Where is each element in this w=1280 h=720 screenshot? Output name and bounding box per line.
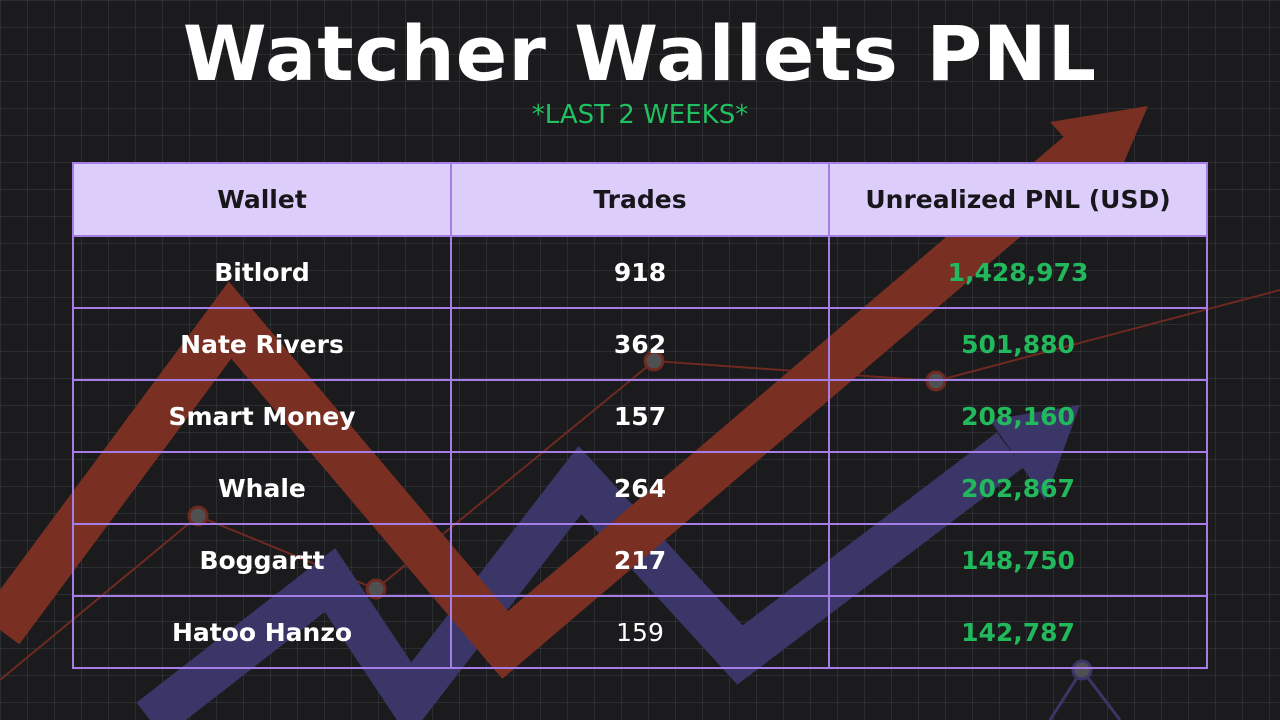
pnl-cell: 208,160 [828, 379, 1208, 453]
table-header-row: Wallet Trades Unrealized PNL (USD) [72, 162, 1208, 237]
trades-cell: 362 [450, 307, 830, 381]
trades-cell: 264 [450, 451, 830, 525]
wallet-cell: Boggartt [72, 523, 452, 597]
trades-cell: 159 [450, 595, 830, 669]
table-row: Whale 264 202,867 [72, 451, 1208, 525]
wallet-cell: Nate Rivers [72, 307, 452, 381]
wallet-cell: Whale [72, 451, 452, 525]
pnl-cell: 501,880 [828, 307, 1208, 381]
wallet-cell: Bitlord [72, 235, 452, 309]
pnl-cell: 202,867 [828, 451, 1208, 525]
pnl-cell: 142,787 [828, 595, 1208, 669]
table-row: Nate Rivers 362 501,880 [72, 307, 1208, 381]
header-wallet: Wallet [72, 162, 452, 237]
page-title: Watcher Wallets PNL [182, 9, 1098, 98]
trades-cell: 918 [450, 235, 830, 309]
header-trades: Trades [450, 162, 830, 237]
pnl-cell: 1,428,973 [828, 235, 1208, 309]
table-row: Smart Money 157 208,160 [72, 379, 1208, 453]
wallet-cell: Hatoo Hanzo [72, 595, 452, 669]
trades-cell: 217 [450, 523, 830, 597]
table-row: Bitlord 918 1,428,973 [72, 235, 1208, 309]
pnl-cell: 148,750 [828, 523, 1208, 597]
red-arrow-head [1050, 106, 1148, 190]
wallet-cell: Smart Money [72, 379, 452, 453]
wallet-pnl-table: Wallet Trades Unrealized PNL (USD) Bitlo… [72, 162, 1208, 669]
header-unrealized-pnl: Unrealized PNL (USD) [828, 162, 1208, 237]
trades-cell: 157 [450, 379, 830, 453]
table-row: Hatoo Hanzo 159 142,787 [72, 595, 1208, 669]
page-subtitle: *LAST 2 WEEKS* [531, 100, 749, 130]
table-row: Boggartt 217 148,750 [72, 523, 1208, 597]
